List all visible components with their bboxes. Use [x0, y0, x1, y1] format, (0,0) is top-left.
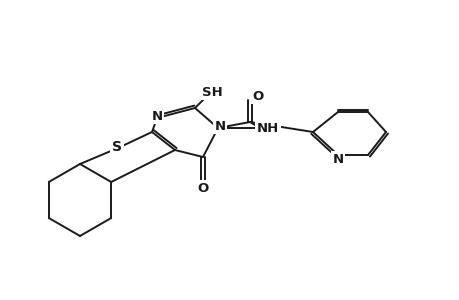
Text: N: N: [214, 119, 225, 133]
Text: S: S: [112, 140, 122, 154]
Text: SH: SH: [201, 85, 222, 98]
Text: O: O: [197, 182, 208, 194]
Text: N: N: [332, 152, 343, 166]
Text: O: O: [252, 89, 263, 103]
Text: NH: NH: [256, 122, 279, 134]
Text: N: N: [151, 110, 162, 122]
